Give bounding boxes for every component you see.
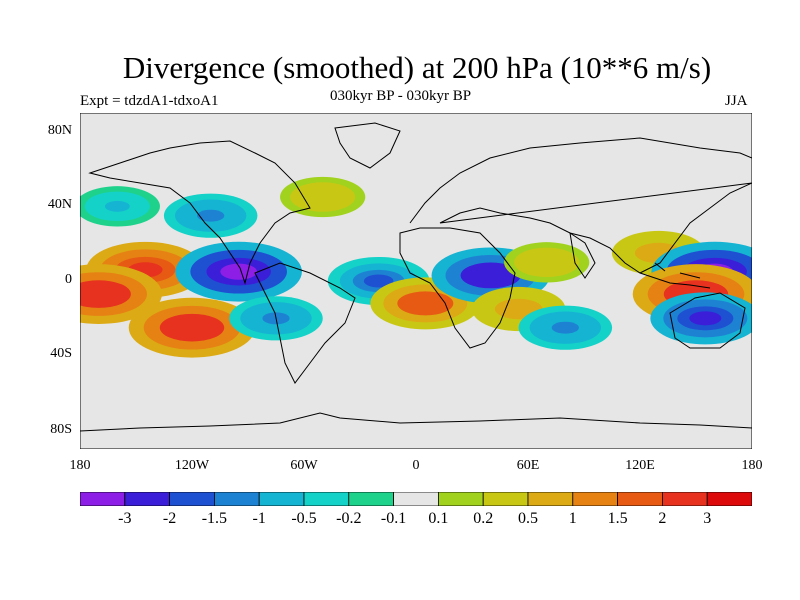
colorbar-segment (706, 492, 752, 506)
anomaly-contour (173, 319, 211, 336)
colorbar-tick-label: -3 (118, 510, 132, 527)
colorbar-tick-label: -1 (252, 510, 266, 527)
colorbar-tick-label: 0.5 (518, 510, 538, 527)
colorbar-segment (527, 492, 574, 506)
anomaly-contour (551, 321, 579, 334)
lat-label-80n: 80N (47, 123, 72, 138)
anomaly-contour (80, 286, 118, 303)
lon-label-60w: 60W (290, 458, 318, 473)
lat-label-40s: 40S (50, 346, 72, 361)
colorbar-tick-label: 3 (703, 510, 712, 527)
coast-north-america (88, 140, 311, 285)
anomaly-contour (409, 296, 442, 311)
anomaly-contour (473, 267, 508, 283)
anomaly-layer (80, 176, 752, 358)
anomaly-contour (310, 191, 336, 203)
colorbar-segment (662, 492, 708, 506)
divergence-map (80, 113, 752, 449)
colorbar (80, 492, 752, 506)
period-subtitle: 030kyr BP - 030kyr BP (330, 88, 472, 104)
lon-label-120w: 120W (174, 458, 210, 473)
lon-label-180w: 180 (69, 458, 91, 473)
colorbar-tick-label: 0.1 (428, 510, 449, 527)
anomaly-contour (363, 274, 394, 288)
colorbar-tick-label: -1.5 (201, 510, 228, 527)
chart-title: Divergence (smoothed) at 200 hPa (10**6 … (122, 50, 712, 85)
colorbar-segment (303, 492, 350, 506)
colorbar-segment (482, 492, 529, 506)
lon-label-0: 0 (412, 458, 420, 473)
colorbar-tick-label: 1 (568, 510, 577, 527)
lon-label-60e: 60E (516, 458, 540, 473)
anomaly-contour (220, 263, 258, 280)
colorbar-segment (80, 492, 126, 506)
colorbar-tick-label: -2 (162, 510, 177, 527)
coastlines (80, 122, 752, 432)
anomaly-contour (197, 209, 225, 222)
anomaly-contour (534, 256, 560, 268)
colorbar-tick-label: -0.1 (380, 510, 407, 527)
colorbar-tick-label: 2 (658, 510, 667, 527)
lat-label-40n: 40N (47, 197, 72, 212)
coast-india (569, 231, 596, 279)
lon-label-120e: 120E (625, 458, 655, 473)
colorbar-segment (437, 492, 484, 506)
lon-label-180e: 180 (741, 458, 763, 473)
colorbar-segment (124, 492, 170, 506)
coast-europe-asia (409, 137, 752, 274)
coast-south-america (254, 262, 356, 384)
coast-antarctica (80, 412, 752, 432)
lat-label-80s: 80S (50, 422, 72, 437)
colorbar-tick-label: 1.5 (607, 510, 628, 527)
coast-africa (399, 227, 516, 349)
anomaly-contour (104, 200, 130, 212)
colorbar-tick-label: -0.2 (336, 510, 362, 527)
coast-australia (669, 292, 746, 349)
colorbar-segment (213, 492, 260, 506)
colorbar-tick-label: -0.5 (291, 510, 317, 527)
colorbar-segment (393, 492, 439, 506)
lat-label-eq: 0 (65, 272, 72, 287)
colorbar-tick-label: 0.2 (473, 510, 494, 527)
colorbar-segment (169, 492, 215, 506)
anomaly-contour (505, 303, 533, 315)
season-label: JJA (725, 93, 748, 109)
coast-greenland (334, 122, 401, 169)
colorbar-segment (617, 492, 663, 506)
colorbar-segment (572, 492, 618, 506)
colorbar-segment (348, 492, 394, 506)
colorbar-segment (258, 492, 305, 506)
experiment-label: Expt = tdzdA1-tdxoA1 (80, 93, 219, 109)
coast-maritime-continent (639, 262, 711, 289)
anomaly-contour (689, 311, 722, 326)
